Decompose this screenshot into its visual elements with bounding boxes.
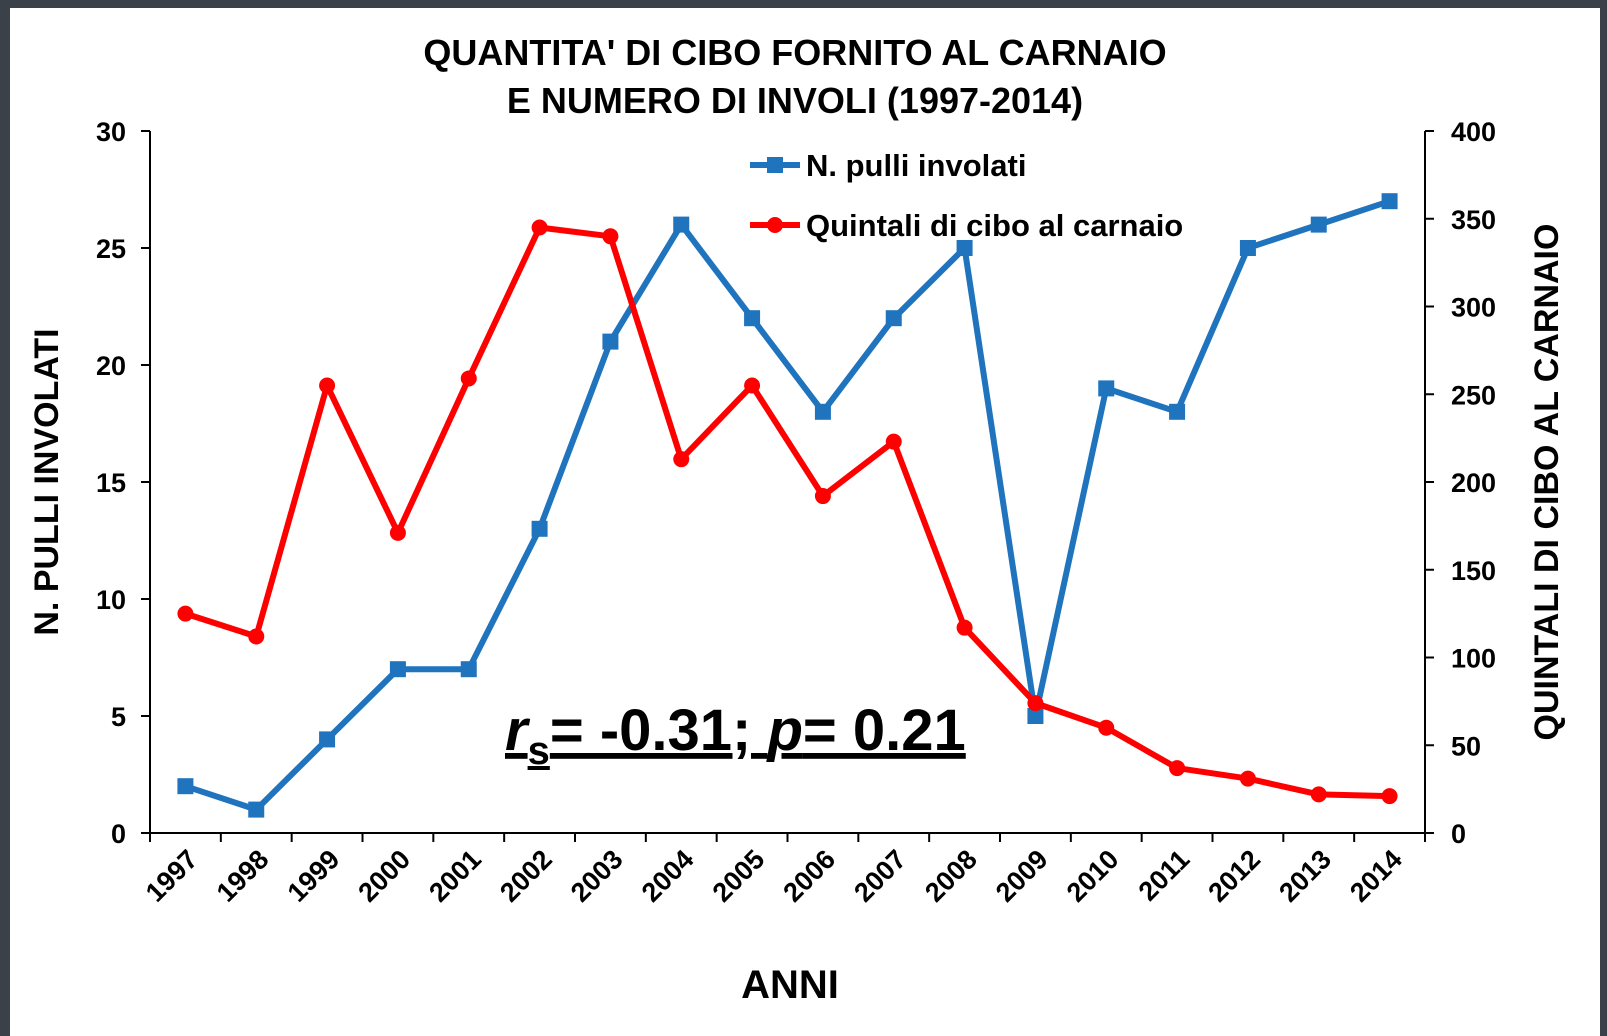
y2-axis-title: QUINTALI DI CIBO AL CARNAIO: [1528, 224, 1566, 741]
y2-tick-label: 0: [1451, 819, 1466, 849]
annotation-part: s: [528, 729, 550, 773]
marker: [390, 661, 406, 677]
marker: [1027, 695, 1043, 711]
x-axis-title: ANNI: [741, 963, 839, 1007]
marker: [1098, 380, 1114, 396]
y2-tick-label: 50: [1451, 731, 1481, 761]
y-tick-label: 5: [111, 702, 126, 732]
annotation-part: p: [765, 698, 802, 763]
marker: [673, 217, 689, 233]
y-tick-label: 15: [96, 468, 126, 498]
annotation-part: = -0.31;: [550, 698, 768, 763]
marker: [1169, 404, 1185, 420]
legend-label: Quintali di cibo al carnaio: [806, 208, 1183, 243]
y-axis-title: N. PULLI INVOLATI: [28, 328, 66, 635]
marker: [886, 434, 902, 450]
y2-tick-label: 400: [1451, 117, 1496, 147]
annotation: rs= -0.31; p= 0.21: [505, 698, 966, 773]
marker: [248, 802, 264, 818]
y-tick-label: 10: [96, 585, 126, 615]
y2-tick-label: 150: [1451, 556, 1496, 586]
y-tick-label: 20: [96, 351, 126, 381]
marker: [602, 334, 618, 350]
marker: [1311, 217, 1327, 233]
legend-swatch: [767, 217, 783, 233]
chart: QUANTITA' DI CIBO FORNITO AL CARNAIO E N…: [0, 0, 1607, 1036]
marker: [1240, 240, 1256, 256]
marker: [390, 525, 406, 541]
chart-title: QUANTITA' DI CIBO FORNITO AL CARNAIO: [423, 32, 1166, 73]
marker: [319, 731, 335, 747]
y2-tick-label: 250: [1451, 380, 1496, 410]
chart-title: E NUMERO DI INVOLI (1997-2014): [507, 80, 1083, 121]
y2-tick-label: 350: [1451, 205, 1496, 235]
marker: [1240, 771, 1256, 787]
marker: [744, 377, 760, 393]
marker: [532, 220, 548, 236]
marker: [319, 377, 335, 393]
y2-tick-label: 300: [1451, 293, 1496, 323]
marker: [177, 778, 193, 794]
marker: [1169, 760, 1185, 776]
marker: [1382, 193, 1398, 209]
marker: [461, 661, 477, 677]
y-tick-label: 25: [96, 234, 126, 264]
legend-label: N. pulli involati: [806, 148, 1026, 183]
marker: [532, 521, 548, 537]
annotation-part: = 0.21: [803, 698, 966, 763]
marker: [602, 228, 618, 244]
marker: [673, 451, 689, 467]
marker: [815, 404, 831, 420]
marker: [461, 370, 477, 386]
marker: [957, 620, 973, 636]
y2-tick-label: 200: [1451, 468, 1496, 498]
marker: [1382, 788, 1398, 804]
y2-tick-label: 100: [1451, 644, 1496, 674]
y-tick-label: 30: [96, 117, 126, 147]
marker: [177, 606, 193, 622]
marker: [886, 310, 902, 326]
marker: [1098, 720, 1114, 736]
legend-swatch: [767, 157, 783, 173]
marker: [815, 488, 831, 504]
marker: [744, 310, 760, 326]
marker: [248, 628, 264, 644]
y-tick-label: 0: [111, 819, 126, 849]
marker: [1311, 786, 1327, 802]
